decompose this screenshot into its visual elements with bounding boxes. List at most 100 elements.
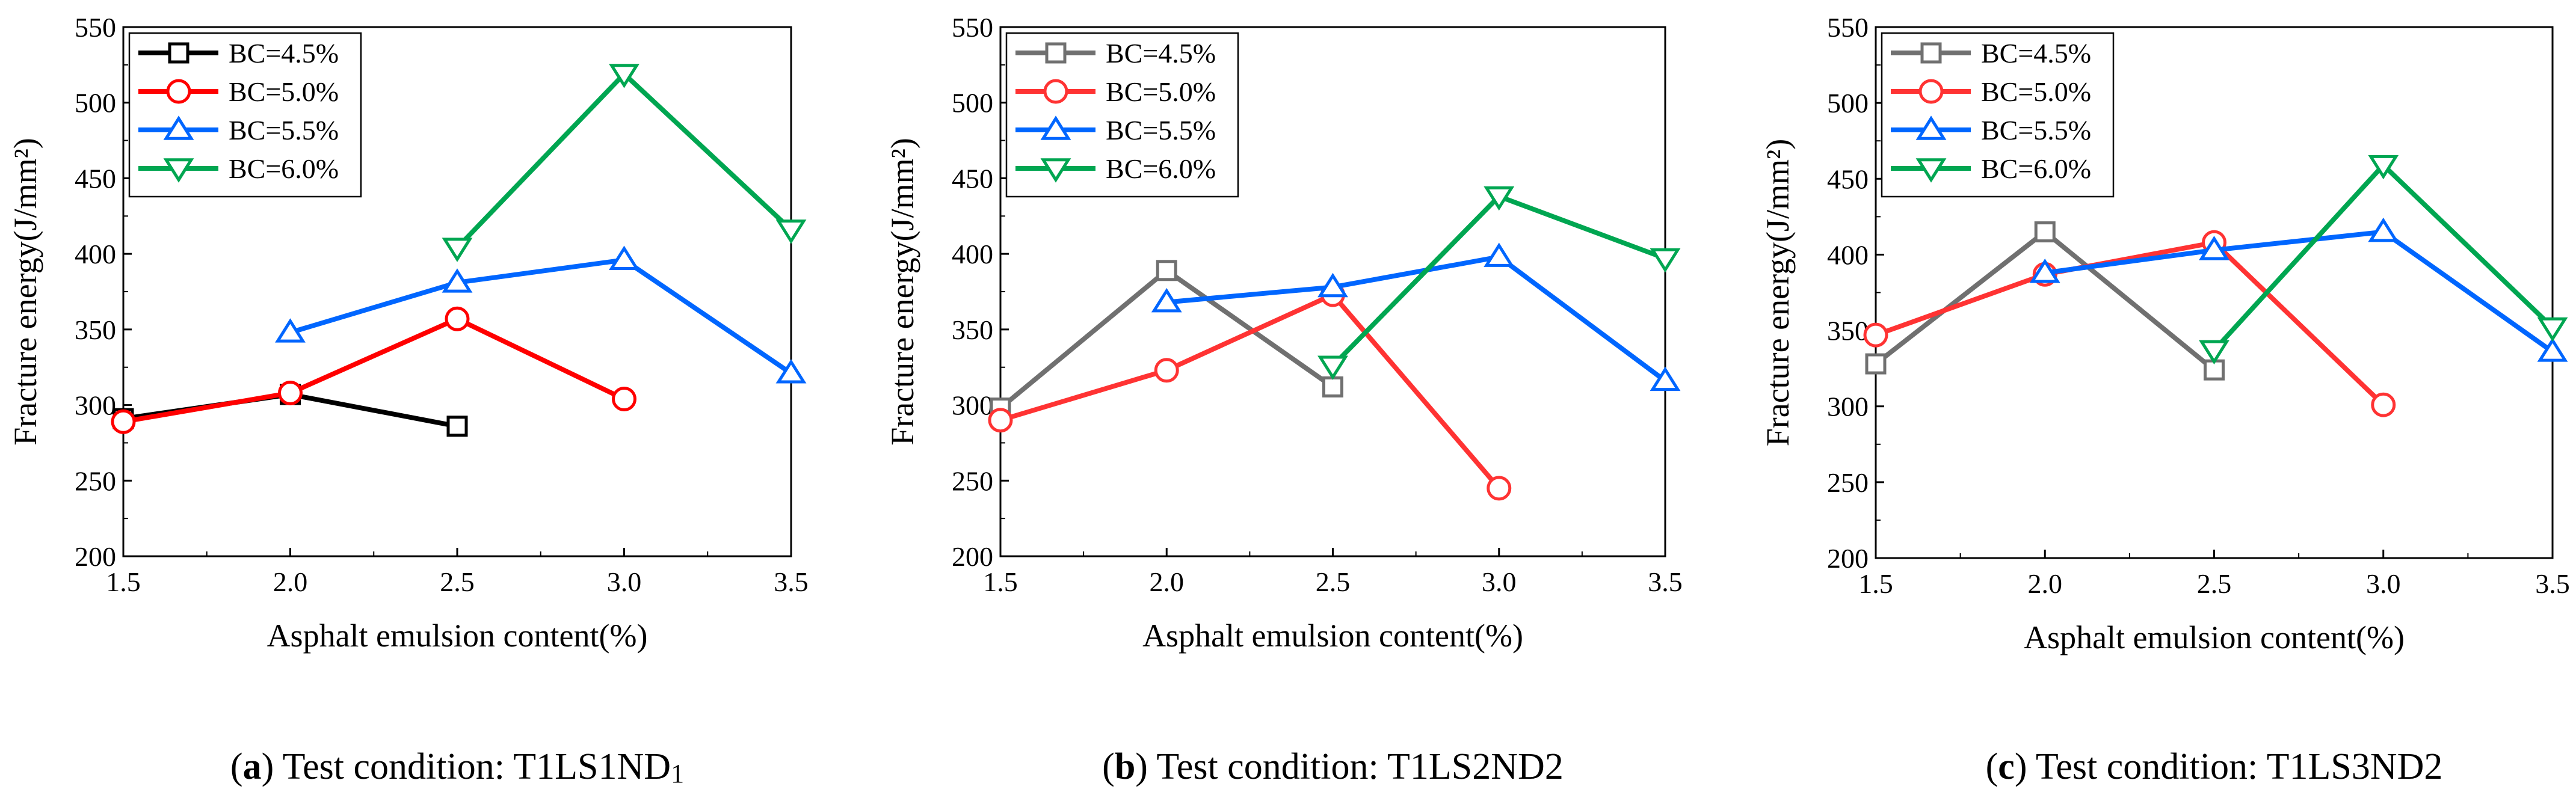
legend-label: BC=6.0% xyxy=(229,153,339,184)
data-point xyxy=(609,64,639,88)
data-point xyxy=(442,238,473,262)
data-point xyxy=(1650,248,1681,273)
caption-paren: ) xyxy=(262,746,283,787)
data-point xyxy=(1863,322,1888,348)
caption-subscript: 1 xyxy=(671,759,684,788)
data-point xyxy=(775,359,807,384)
legend-label: BC=6.0% xyxy=(1981,153,2091,184)
legend-item: BC=4.5% xyxy=(1891,38,2091,69)
series-bc-5-0- xyxy=(1863,230,2396,417)
y-tick-label: 400 xyxy=(1827,239,1869,270)
data-point xyxy=(1484,242,1515,267)
legend-marker xyxy=(1040,115,1071,140)
legend-marker xyxy=(1918,79,1944,104)
data-point xyxy=(2371,392,2396,417)
caption-paren: ( xyxy=(1986,746,1998,787)
x-axis-label: Asphalt emulsion content(%) xyxy=(2024,619,2405,655)
data-point xyxy=(612,387,636,412)
data-point xyxy=(2368,217,2399,242)
legend-label: BC=4.5% xyxy=(229,38,339,69)
data-point xyxy=(2034,221,2056,243)
series-line xyxy=(1166,254,1667,383)
panel-caption: (a) Test condition: T1LS1ND1 xyxy=(230,746,684,788)
data-point xyxy=(1317,355,1348,380)
legend-marker xyxy=(1040,158,1071,183)
y-tick-label: 200 xyxy=(75,541,116,572)
y-tick-label: 400 xyxy=(952,239,993,269)
series-line xyxy=(2044,229,2554,354)
legend-label: BC=4.5% xyxy=(1981,38,2091,69)
data-point xyxy=(2029,259,2060,283)
x-tick-label: 3.5 xyxy=(2535,568,2570,599)
series-bc-6-0- xyxy=(442,64,807,262)
y-tick-label: 250 xyxy=(952,465,993,496)
legend-marker xyxy=(1043,79,1068,104)
y-tick-label: 550 xyxy=(952,12,993,43)
y-axis-label: Fracture energy(J/mm²) xyxy=(7,138,43,446)
data-point xyxy=(1317,272,1348,298)
data-point xyxy=(1154,358,1179,383)
legend-marker xyxy=(168,42,190,64)
x-tick-label: 2.0 xyxy=(1150,566,1185,597)
caption-text: Test condition: T1LS2ND2 xyxy=(1156,746,1564,787)
data-point xyxy=(609,245,639,270)
series-bc-5-0- xyxy=(988,282,1512,501)
legend-label: BC=6.0% xyxy=(1106,153,1216,184)
legend-item: BC=5.5% xyxy=(138,115,339,146)
legend: BC=4.5% BC=5.0% BC=5.5% BC=6.0% xyxy=(128,32,362,198)
y-tick-label: 350 xyxy=(1827,316,1869,346)
y-tick-label: 450 xyxy=(952,163,993,194)
panel-caption: (b) Test condition: T1LS2ND2 xyxy=(1102,746,1564,787)
data-point xyxy=(2537,337,2568,362)
series-bc-5-5- xyxy=(2029,217,2568,362)
y-tick-label: 350 xyxy=(75,315,116,345)
y-tick-label: 500 xyxy=(1827,88,1869,118)
data-point xyxy=(2537,317,2568,342)
y-tick-label: 250 xyxy=(75,465,116,496)
y-tick-label: 400 xyxy=(75,239,116,269)
data-point xyxy=(442,268,473,293)
y-tick-label: 450 xyxy=(1827,164,1869,194)
y-tick-label: 500 xyxy=(952,88,993,118)
y-tick-label: 550 xyxy=(75,12,116,43)
y-tick-label: 500 xyxy=(75,88,116,118)
x-tick-label: 3.0 xyxy=(2366,568,2401,599)
data-point xyxy=(775,219,807,244)
x-tick-label: 3.0 xyxy=(1482,566,1517,597)
legend-item: BC=5.0% xyxy=(138,76,339,107)
legend-marker xyxy=(163,158,194,183)
caption-paren: ( xyxy=(1102,746,1115,787)
legend: BC=4.5% BC=5.0% BC=5.5% BC=6.0% xyxy=(1005,32,1239,198)
legend-item: BC=6.0% xyxy=(1891,153,2091,184)
legend: BC=4.5% BC=5.0% BC=5.5% BC=6.0% xyxy=(1881,32,2115,198)
legend-marker xyxy=(1920,42,1942,64)
x-axis-label: Asphalt emulsion content(%) xyxy=(1142,618,1523,654)
x-tick-label: 3.5 xyxy=(1648,566,1683,597)
series-bc-6-0- xyxy=(1317,186,1681,380)
x-tick-label: 2.5 xyxy=(440,566,475,597)
y-axis-label: Fracture energy(J/mm²) xyxy=(1760,139,1796,447)
y-tick-label: 350 xyxy=(952,315,993,345)
legend-item: BC=6.0% xyxy=(1015,153,1216,184)
caption-letter: c xyxy=(1998,746,2015,787)
series-bc-5-5- xyxy=(1151,242,1681,391)
x-tick-label: 1.5 xyxy=(1858,568,1893,599)
legend-item: BC=4.5% xyxy=(138,38,339,69)
series-bc-4-5- xyxy=(990,260,1343,419)
series-bc-6-0- xyxy=(2199,155,2568,365)
legend-marker xyxy=(1915,115,1947,140)
y-tick-label: 200 xyxy=(952,541,993,572)
series-line xyxy=(999,292,1501,490)
y-tick-label: 300 xyxy=(75,390,116,421)
data-point xyxy=(988,408,1013,433)
x-tick-label: 1.5 xyxy=(106,566,141,597)
data-point xyxy=(2199,236,2229,260)
caption-text: Test condition: T1LS3ND2 xyxy=(2036,746,2443,787)
caption-letter: b xyxy=(1115,746,1135,787)
data-point xyxy=(1484,186,1515,211)
legend-label: BC=4.5% xyxy=(1106,38,1216,69)
caption-letter: a xyxy=(243,746,262,787)
data-point xyxy=(2368,155,2399,180)
legend-label: BC=5.5% xyxy=(229,115,339,146)
